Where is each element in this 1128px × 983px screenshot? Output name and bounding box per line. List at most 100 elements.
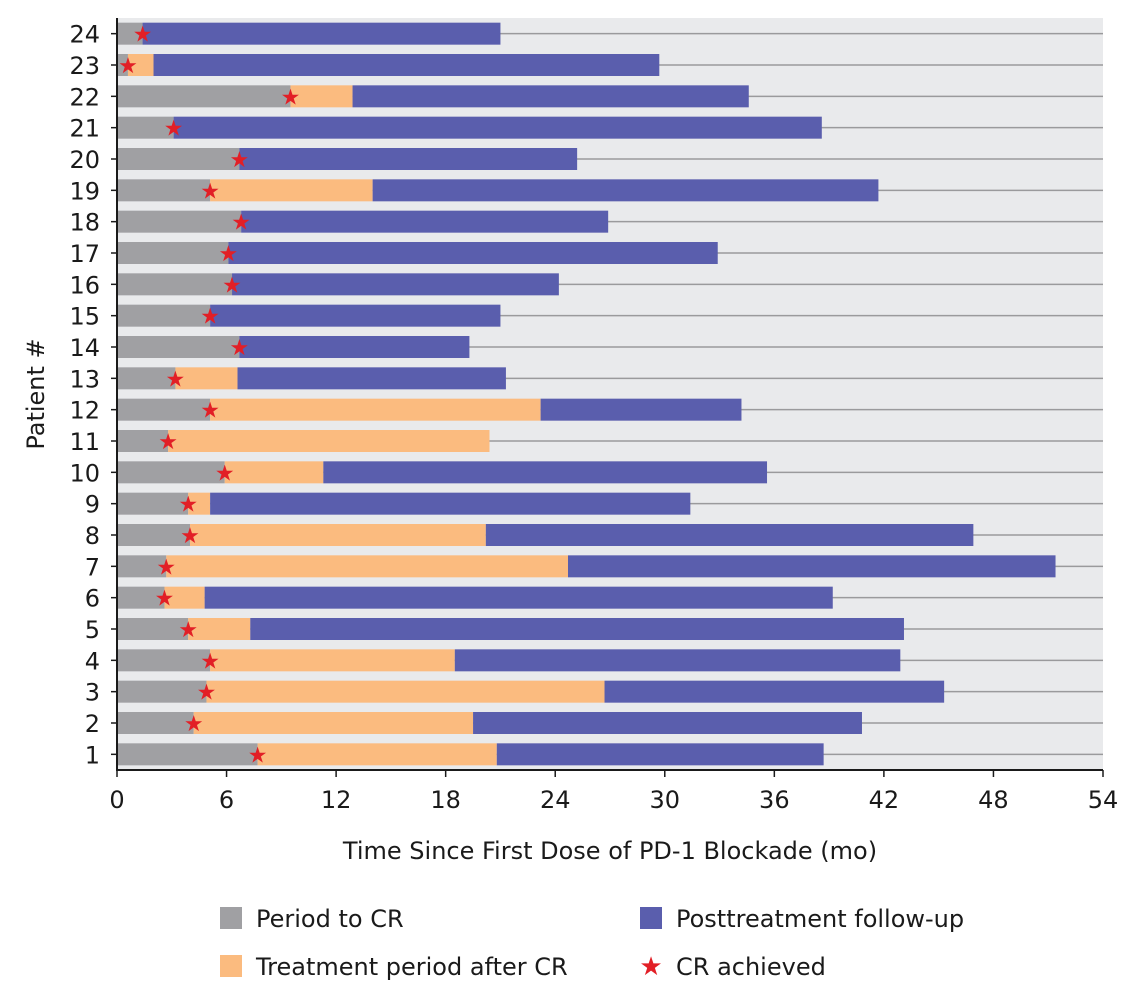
bar-segment-period-to-cr: [117, 305, 210, 327]
y-tick-label: 2: [85, 710, 100, 738]
legend-swatch-period-to-cr: [220, 907, 242, 929]
legend-label-cr-achieved: CR achieved: [676, 953, 826, 981]
x-tick-label: 48: [978, 786, 1009, 814]
bar-segment-posttreatment: [455, 649, 901, 671]
bar-segment-posttreatment: [238, 367, 506, 389]
bar-segment-period-to-cr: [117, 242, 228, 264]
bar-segment-posttreatment: [143, 23, 501, 45]
x-tick-label: 18: [430, 786, 461, 814]
y-tick-label: 1: [85, 741, 100, 769]
bar-segment-posttreatment: [353, 85, 749, 107]
legend-star-icon: ★: [639, 952, 662, 982]
cr-star-icon: ★: [200, 399, 220, 424]
bar-segment-period-to-cr: [117, 524, 190, 546]
cr-star-icon: ★: [219, 242, 239, 267]
y-tick-label: 21: [69, 115, 100, 143]
y-tick-label: 20: [69, 146, 100, 174]
cr-star-icon: ★: [164, 117, 184, 142]
y-tick-label: 14: [69, 334, 100, 362]
y-tick-label: 11: [69, 428, 100, 456]
cr-star-icon: ★: [158, 430, 178, 455]
bar-segment-period-to-cr: [117, 85, 290, 107]
cr-star-icon: ★: [200, 305, 220, 330]
x-tick-label: 42: [869, 786, 900, 814]
y-axis-title: Patient #: [22, 338, 50, 449]
legend-swatch-posttreatment: [640, 907, 662, 929]
y-tick-label: 22: [69, 83, 100, 111]
bar-segment-posttreatment: [239, 148, 577, 170]
bar-segment-posttreatment: [323, 461, 767, 483]
bar-segment-period-to-cr: [117, 179, 210, 201]
y-tick-label: 18: [69, 209, 100, 237]
legend-label-posttreatment: Posttreatment follow-up: [676, 905, 964, 933]
cr-star-icon: ★: [229, 336, 249, 361]
cr-star-icon: ★: [197, 681, 217, 706]
bar-segment-treatment-after-cr: [190, 524, 486, 546]
cr-star-icon: ★: [222, 273, 242, 298]
bar-segment-period-to-cr: [117, 211, 241, 233]
y-tick-label: 6: [85, 585, 100, 613]
bar-segment-posttreatment: [473, 712, 862, 734]
bar-segment-posttreatment: [232, 273, 559, 295]
x-tick-label: 12: [321, 786, 352, 814]
bar-segment-posttreatment: [241, 211, 608, 233]
bar-segment-treatment-after-cr: [210, 399, 540, 421]
y-tick-label: 12: [69, 397, 100, 425]
cr-star-icon: ★: [248, 743, 268, 768]
x-axis-ticks: 0 6 12 18 24 30 36 42 48 54: [109, 770, 1118, 814]
bar-segment-period-to-cr: [117, 336, 239, 358]
cr-star-icon: ★: [133, 23, 153, 48]
bar-segment-period-to-cr: [117, 461, 225, 483]
bar-segment-treatment-after-cr: [206, 681, 604, 703]
bar-segment-posttreatment: [174, 117, 822, 139]
cr-star-icon: ★: [118, 54, 138, 79]
bar-segment-treatment-after-cr: [210, 649, 455, 671]
cr-star-icon: ★: [215, 461, 235, 486]
y-tick-label: 24: [69, 21, 100, 49]
legend-label-treatment-after-cr: Treatment period after CR: [255, 953, 568, 981]
bar-segment-posttreatment: [250, 618, 904, 640]
legend-label-period-to-cr: Period to CR: [256, 905, 404, 933]
bar-segment-posttreatment: [486, 524, 974, 546]
bar-segment-posttreatment: [154, 54, 660, 76]
bar-segment-period-to-cr: [117, 399, 210, 421]
y-tick-label: 9: [85, 491, 100, 519]
bar-segment-treatment-after-cr: [166, 555, 568, 577]
y-tick-label: 19: [69, 177, 100, 205]
bar-segment-posttreatment: [541, 399, 742, 421]
bar-segment-treatment-after-cr: [225, 461, 324, 483]
cr-star-icon: ★: [200, 649, 220, 674]
bar-segment-treatment-after-cr: [168, 430, 489, 452]
bar-segment-posttreatment: [497, 743, 824, 765]
bar-segment-period-to-cr: [117, 743, 258, 765]
cr-star-icon: ★: [178, 618, 198, 643]
legend: Period to CR Posttreatment follow-up Tre…: [220, 905, 964, 982]
cr-star-icon: ★: [180, 524, 200, 549]
bar-segment-treatment-after-cr: [210, 179, 373, 201]
x-tick-label: 30: [650, 786, 681, 814]
y-tick-label: 4: [85, 647, 100, 675]
x-tick-label: 24: [540, 786, 571, 814]
bar-segment-posttreatment: [210, 493, 690, 515]
cr-star-icon: ★: [166, 367, 186, 392]
y-tick-label: 13: [69, 365, 100, 393]
y-axis-ticks: 123456789101112131415161718192021222324: [69, 21, 117, 770]
y-tick-label: 8: [85, 522, 100, 550]
cr-star-icon: ★: [229, 148, 249, 173]
x-tick-label: 0: [109, 786, 124, 814]
cr-star-icon: ★: [231, 211, 251, 236]
y-tick-label: 5: [85, 616, 100, 644]
y-tick-label: 16: [69, 271, 100, 299]
x-tick-label: 6: [219, 786, 234, 814]
cr-star-icon: ★: [200, 179, 220, 204]
bar-segment-treatment-after-cr: [258, 743, 497, 765]
bar-segment-posttreatment: [210, 305, 500, 327]
y-tick-label: 3: [85, 679, 100, 707]
bar-segment-posttreatment: [568, 555, 1056, 577]
x-tick-label: 36: [759, 786, 790, 814]
cr-star-icon: ★: [155, 587, 175, 612]
x-axis-title: Time Since First Dose of PD-1 Blockade (…: [342, 837, 877, 865]
bar-segment-period-to-cr: [117, 681, 206, 703]
bar-segment-treatment-after-cr: [194, 712, 473, 734]
bar-segment-period-to-cr: [117, 148, 239, 170]
